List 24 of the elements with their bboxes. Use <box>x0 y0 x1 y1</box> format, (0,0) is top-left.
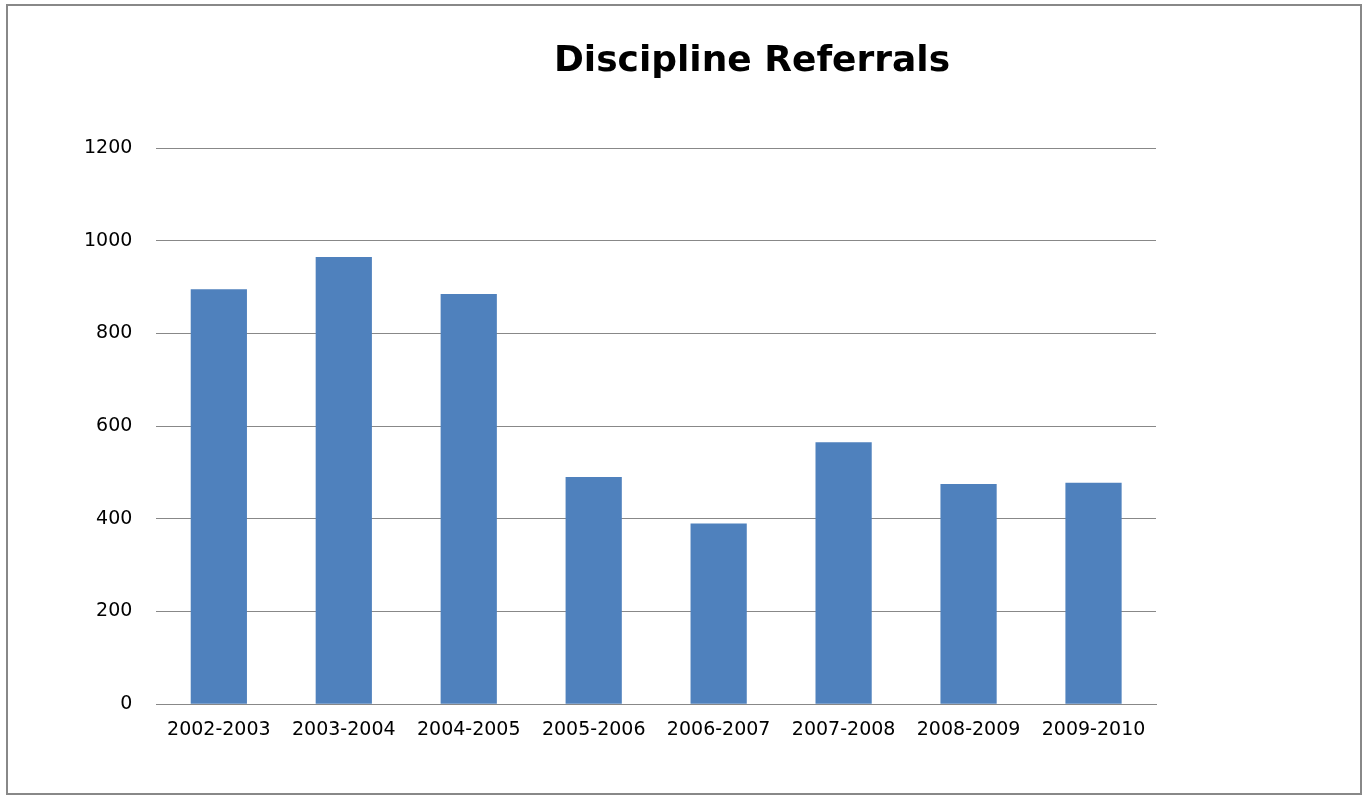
bar <box>565 477 622 704</box>
x-tick-label: 2007-2008 <box>791 716 896 739</box>
bar <box>315 256 372 704</box>
y-tick-label: 800 <box>96 320 133 343</box>
x-tick-label: 2006-2007 <box>666 716 771 739</box>
x-tick-label: 2005-2006 <box>541 716 646 739</box>
bar <box>190 289 247 704</box>
y-tick-label: 600 <box>96 413 133 436</box>
bar <box>815 442 872 704</box>
y-tick-label: 1200 <box>83 134 133 157</box>
bar <box>940 484 997 704</box>
y-tick-label: 1000 <box>83 227 133 250</box>
y-tick-label: 400 <box>96 505 133 528</box>
x-tick-label: 2003-2004 <box>292 716 396 739</box>
y-tick-label: 200 <box>96 598 133 621</box>
x-tick-label: 2009-2010 <box>1041 716 1146 739</box>
x-tick-label: 2002-2003 <box>167 716 271 739</box>
bar <box>440 294 497 704</box>
bar <box>690 523 747 704</box>
y-tick-label: 0 <box>120 691 133 714</box>
x-tick-label: 2004-2005 <box>416 716 521 739</box>
x-tick-label: 2008-2009 <box>916 716 1021 739</box>
bar <box>1065 482 1122 704</box>
chart-title: Discipline Referrals <box>552 38 952 79</box>
